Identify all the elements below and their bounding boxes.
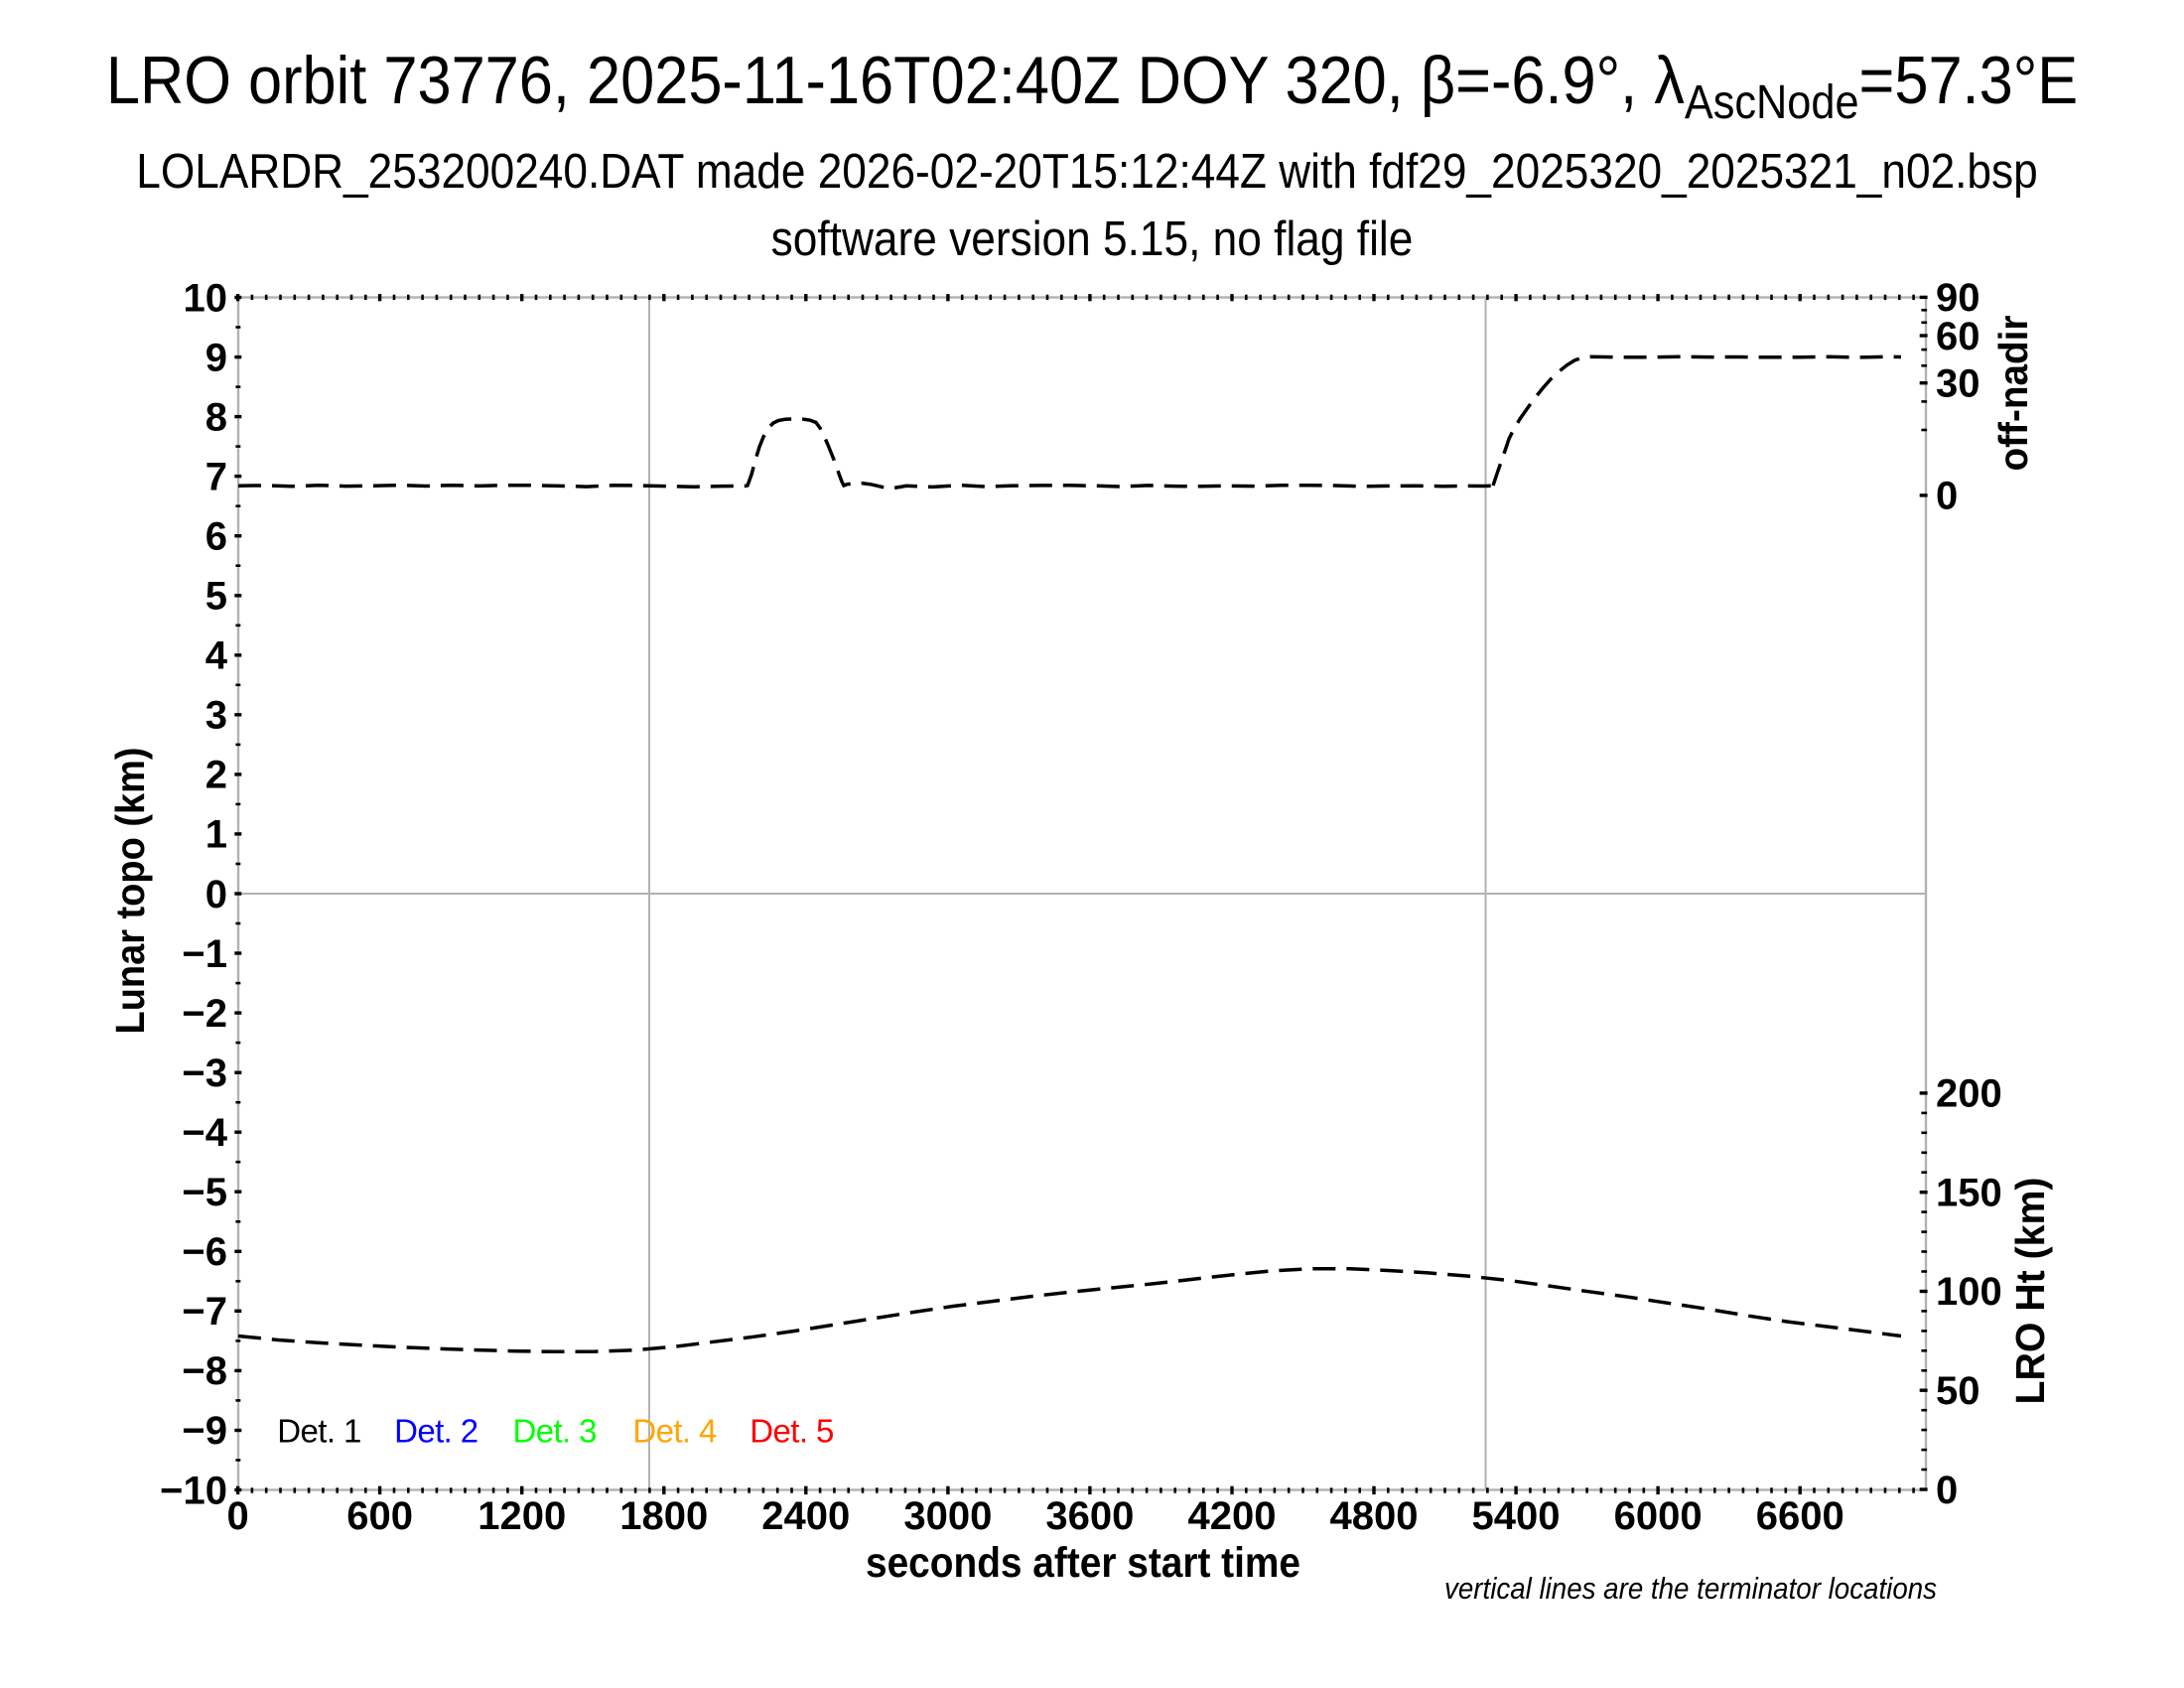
svg-text:seconds after start time: seconds after start time: [866, 1539, 1300, 1587]
svg-text:4800: 4800: [1330, 1494, 1419, 1538]
svg-text:−2: −2: [182, 992, 227, 1036]
svg-text:6000: 6000: [1614, 1494, 1703, 1538]
svg-text:90: 90: [1936, 276, 1980, 320]
svg-text:2: 2: [205, 754, 227, 797]
svg-text:200: 200: [1936, 1072, 2002, 1116]
svg-text:3600: 3600: [1045, 1494, 1134, 1538]
svg-text:Lunar topo (km): Lunar topo (km): [107, 748, 153, 1035]
svg-text:off-nadir: off-nadir: [1990, 315, 2036, 471]
svg-text:50: 50: [1936, 1369, 1980, 1413]
svg-text:7: 7: [205, 455, 227, 498]
svg-text:0: 0: [1936, 1469, 1958, 1512]
svg-text:Det. 4: Det. 4: [632, 1413, 717, 1450]
svg-text:3000: 3000: [903, 1494, 992, 1538]
svg-text:600: 600: [346, 1494, 413, 1538]
svg-text:150: 150: [1936, 1172, 2002, 1215]
svg-text:5: 5: [205, 575, 227, 619]
svg-text:software version 5.15, no flag: software version 5.15, no flag file: [771, 211, 1414, 266]
svg-text:9: 9: [205, 336, 227, 379]
svg-text:4: 4: [205, 634, 228, 678]
svg-text:Det. 3: Det. 3: [513, 1413, 598, 1450]
svg-text:3: 3: [205, 694, 227, 738]
svg-text:−7: −7: [182, 1290, 227, 1334]
svg-text:6600: 6600: [1756, 1494, 1844, 1538]
svg-text:−6: −6: [182, 1230, 227, 1274]
svg-text:−10: −10: [160, 1469, 227, 1512]
svg-text:LRO Ht (km): LRO Ht (km): [2007, 1178, 2053, 1405]
svg-text:−1: −1: [182, 932, 227, 976]
svg-text:0: 0: [205, 873, 227, 916]
svg-text:−5: −5: [182, 1171, 227, 1214]
svg-text:4200: 4200: [1188, 1494, 1277, 1538]
svg-text:30: 30: [1936, 362, 1980, 406]
svg-text:Det. 2: Det. 2: [394, 1413, 478, 1450]
svg-text:5400: 5400: [1472, 1494, 1561, 1538]
svg-text:LOLARDR_253200240.DAT made 202: LOLARDR_253200240.DAT made 2026-02-20T15…: [136, 144, 2037, 199]
svg-text:0: 0: [226, 1494, 248, 1538]
svg-text:60: 60: [1936, 315, 1980, 358]
svg-text:2400: 2400: [761, 1494, 850, 1538]
svg-text:1: 1: [205, 813, 227, 857]
svg-text:−3: −3: [182, 1052, 227, 1095]
svg-text:−9: −9: [182, 1409, 227, 1453]
svg-text:1800: 1800: [619, 1494, 708, 1538]
svg-text:1200: 1200: [478, 1494, 566, 1538]
svg-text:vertical lines are the termina: vertical lines are the terminator locati…: [1444, 1572, 1937, 1606]
svg-text:100: 100: [1936, 1270, 2002, 1314]
svg-text:10: 10: [184, 276, 228, 320]
svg-text:0: 0: [1936, 475, 1958, 518]
svg-text:−4: −4: [182, 1111, 227, 1155]
svg-text:6: 6: [205, 515, 227, 559]
svg-text:8: 8: [205, 395, 227, 439]
svg-text:−8: −8: [182, 1349, 227, 1393]
svg-text:Det. 1: Det. 1: [277, 1413, 361, 1450]
svg-text:Det. 5: Det. 5: [750, 1413, 834, 1450]
